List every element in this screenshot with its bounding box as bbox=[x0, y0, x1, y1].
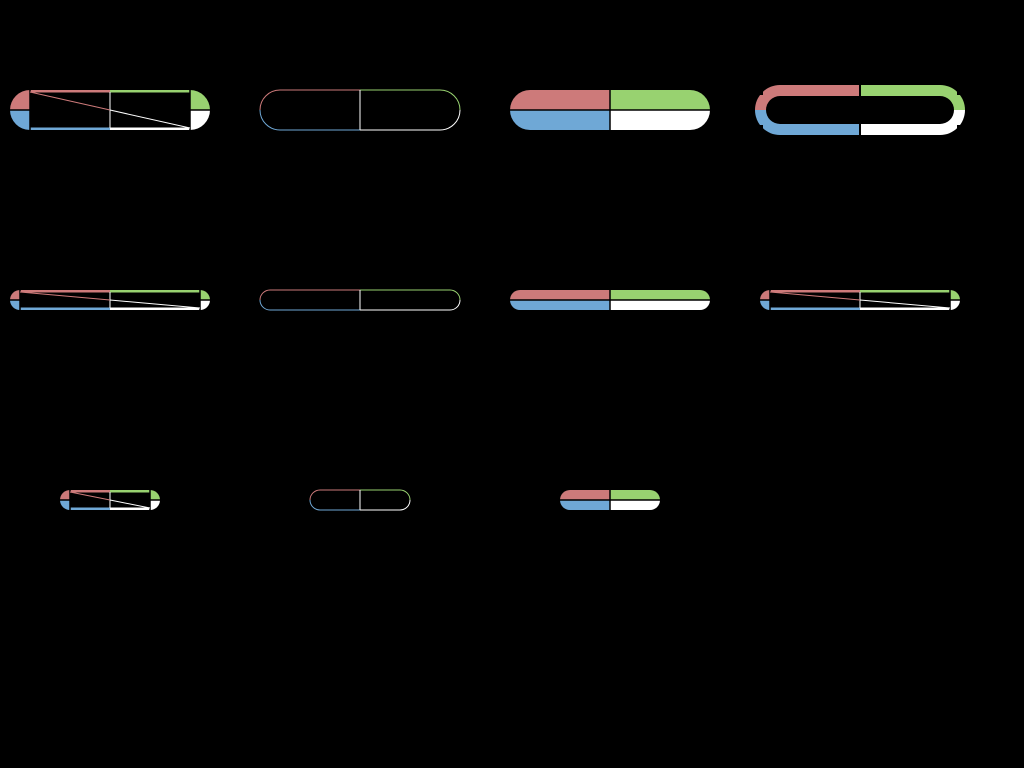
pill-row2-col3-filled bbox=[510, 290, 710, 310]
diagonal-right bbox=[859, 299, 951, 309]
quadrant-bottom-left bbox=[510, 110, 610, 130]
outline-top-right bbox=[360, 289, 461, 301]
outline-top-right bbox=[360, 489, 411, 501]
pill-row2-col4-diagonal bbox=[760, 290, 960, 310]
quadrant-top-left bbox=[510, 290, 610, 300]
quadrant-bottom-left bbox=[510, 300, 610, 310]
pill-row3-col1-diagonal bbox=[60, 490, 160, 510]
notch-top-right bbox=[957, 85, 965, 95]
outline-bottom-left bbox=[309, 499, 360, 511]
quadrant-bottom-left bbox=[560, 500, 610, 510]
outline-bottom-right bbox=[360, 299, 461, 311]
quadrant-top-right bbox=[610, 90, 710, 110]
pill-row2-col1-diagonal bbox=[10, 290, 210, 310]
pill-row1-col4-double-ring bbox=[755, 85, 965, 135]
quadrant-top-left bbox=[560, 490, 610, 500]
outline-top-left bbox=[259, 89, 360, 111]
outline-bottom-left bbox=[259, 109, 360, 131]
pill-row3-col2-outline bbox=[309, 489, 411, 511]
outline-bottom-right bbox=[360, 499, 411, 511]
outline-top-left bbox=[259, 289, 360, 301]
quadrant-top-left bbox=[510, 90, 610, 110]
quadrant-bottom-right bbox=[610, 110, 710, 130]
diagonal-left bbox=[29, 91, 111, 111]
outline-bottom-right bbox=[360, 109, 461, 131]
pill-row1-col3-filled bbox=[510, 90, 710, 130]
diagonal-right bbox=[109, 109, 191, 129]
quadrant-top-right bbox=[610, 490, 660, 500]
notch-bottom-right bbox=[957, 125, 965, 135]
diagonal-left bbox=[19, 291, 111, 301]
shapes-layer bbox=[10, 85, 965, 511]
diagonal-right bbox=[109, 499, 151, 509]
quadrant-bottom-right bbox=[610, 500, 660, 510]
notch-top-left bbox=[755, 85, 763, 95]
outline-bottom-left bbox=[259, 299, 360, 311]
pill-row3-col3-filled bbox=[560, 490, 660, 510]
diagonal-left bbox=[769, 291, 861, 301]
notch-bottom-left bbox=[755, 125, 763, 135]
outline-top-right bbox=[360, 89, 461, 111]
diagonal-right bbox=[109, 299, 201, 309]
pill-row2-col2-outline bbox=[259, 289, 461, 311]
quadrant-bottom-right bbox=[610, 300, 710, 310]
quadrant-top-right bbox=[610, 290, 710, 300]
pill-row1-col2-outline bbox=[259, 89, 461, 131]
diagonal-left bbox=[69, 491, 111, 501]
outline-top-left bbox=[309, 489, 360, 501]
pill-row1-col1-diagonal bbox=[10, 90, 210, 130]
